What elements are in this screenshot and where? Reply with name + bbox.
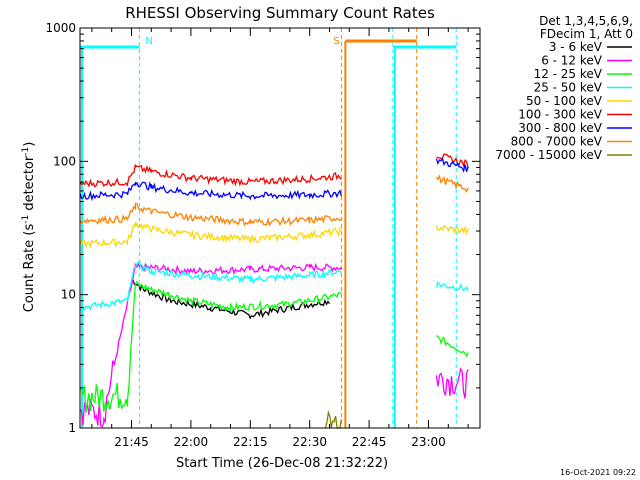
legend-label: 7000 - 15000 keV: [495, 148, 602, 162]
x-tick-label: 23:00: [411, 435, 446, 449]
flag-label: S: [333, 36, 339, 47]
series-line: [79, 280, 469, 413]
y-tick-label: 1000: [45, 21, 76, 35]
legend-label: 12 - 25 keV: [534, 67, 603, 81]
timestamp: 16-Oct-2021 09:22: [560, 468, 636, 477]
x-tick-label: 22:30: [292, 435, 327, 449]
legend-header: FDecim 1, Att 0: [540, 27, 633, 41]
y-axis-label: Count Rate (s-1 detector-1): [21, 142, 37, 313]
x-axis-label: Start Time (26-Dec-08 21:32:22): [176, 456, 388, 471]
plot-frame: [79, 27, 481, 429]
legend-header: Det 1,3,4,5,6,9,: [539, 14, 633, 28]
series-line: [79, 262, 469, 428]
legend-label: 50 - 100 keV: [526, 94, 603, 108]
x-tick-label: 21:45: [114, 435, 149, 449]
flag-label: N: [145, 36, 152, 47]
legend: Det 1,3,4,5,6,9, FDecim 1, Att 0 3 - 6 k…: [495, 14, 633, 162]
legend-label: 800 - 7000 keV: [511, 135, 603, 149]
series-line: [79, 261, 469, 312]
x-tick-label: 22:15: [233, 435, 268, 449]
y-label-exp: -1: [21, 147, 31, 156]
legend-label: 3 - 6 keV: [549, 40, 603, 54]
y-tick-label: 1: [68, 421, 76, 435]
y-tick-label: 100: [53, 154, 76, 168]
legend-label: 6 - 12 keV: [541, 54, 603, 68]
series-line: [79, 221, 469, 249]
series-line: [324, 409, 343, 429]
legend-label: 100 - 300 keV: [518, 108, 602, 122]
y-tick-label: 10: [61, 288, 76, 302]
axes: 1 10 100 1000 21:45 22:00 22:15 22:30 22:45 23:00: [45, 21, 481, 449]
y-label-exp: -1: [21, 215, 31, 224]
chart-title: RHESSI Observing Summary Count Rates: [125, 4, 435, 22]
x-tick-label: 22:00: [174, 435, 209, 449]
series-line: [79, 174, 469, 227]
series-line: [79, 153, 469, 188]
legend-label: 300 - 800 keV: [518, 121, 602, 135]
y-label-part: detector: [22, 155, 37, 215]
series-line: [79, 157, 469, 202]
y-label-part: Count Rate (s: [22, 224, 37, 313]
y-label-part: ): [22, 142, 37, 147]
x-tick-label: 22:45: [352, 435, 387, 449]
legend-label: 25 - 50 keV: [534, 81, 603, 95]
